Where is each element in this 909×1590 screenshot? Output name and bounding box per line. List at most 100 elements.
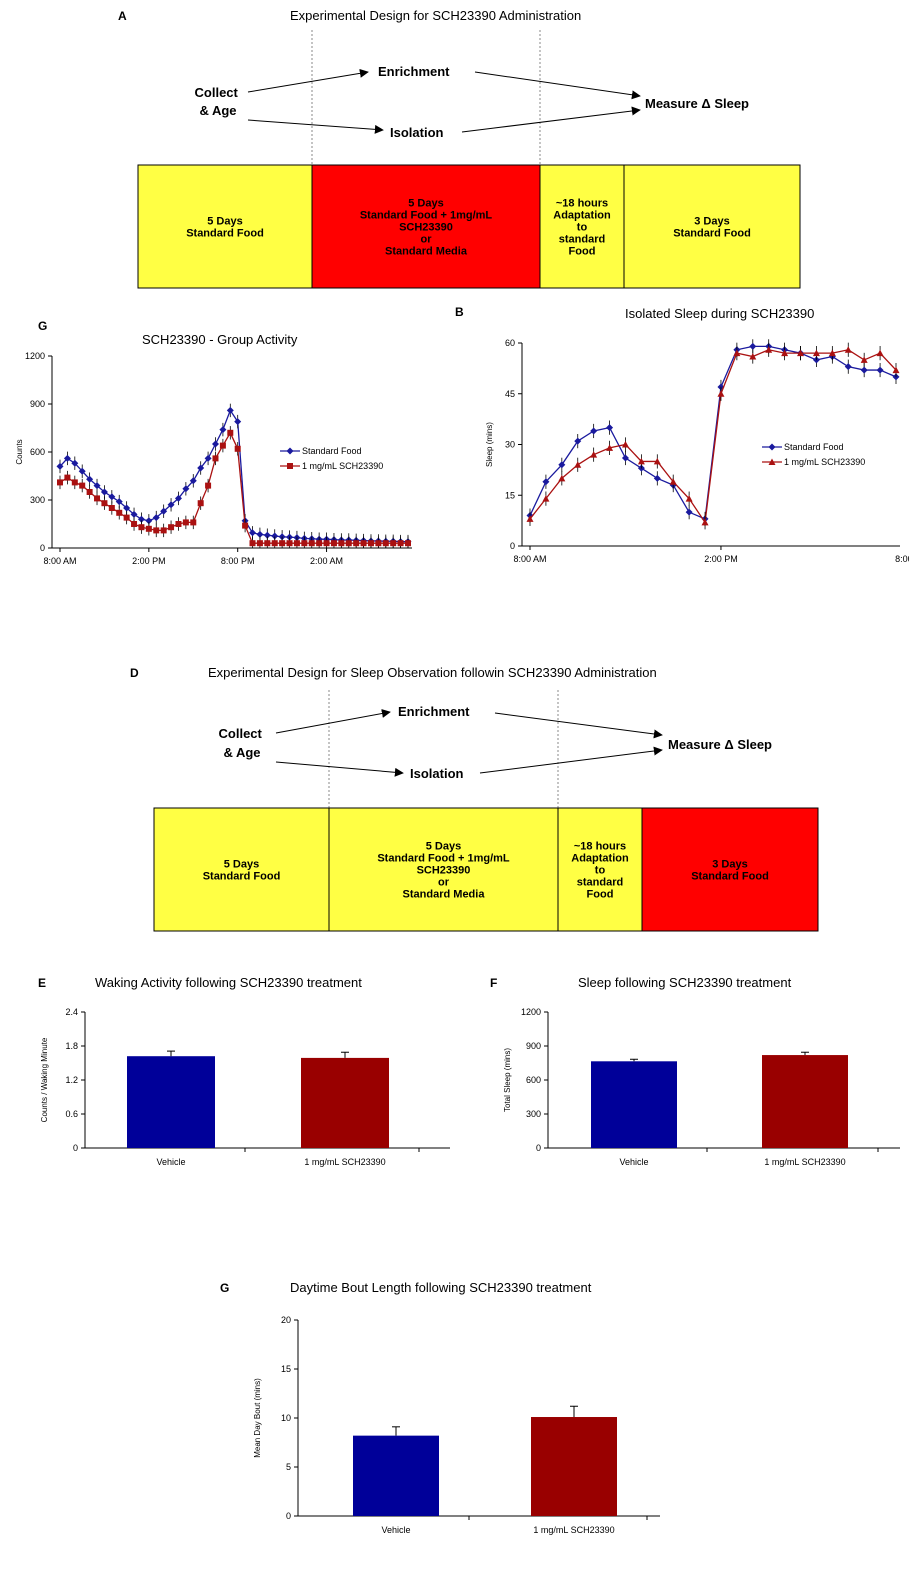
data-point [86, 489, 93, 495]
measure-sleep-label-d: Measure Δ Sleep [668, 737, 772, 752]
data-point [131, 521, 138, 527]
panel-a: A Experimental Design for SCH23390 Admin… [118, 8, 801, 289]
chart-bout: G Daytime Bout Length following SCH23390 … [220, 1280, 660, 1535]
y-tick-label: 5 [286, 1462, 291, 1472]
y-axis-label: Counts / Waking Minute [40, 1037, 49, 1122]
timeline-box-text-2-line: 5 Days [426, 841, 461, 853]
timeline-box-text-2: 5 Days Standard Food + 1mg/mL SCH23390 or St… [360, 198, 493, 258]
legend-label: 1 mg/mL SCH23390 [302, 461, 383, 471]
data-point [685, 495, 693, 502]
data-point [249, 540, 256, 547]
y-tick-label: 1200 [521, 1007, 541, 1017]
panel-a-letter: A [118, 9, 127, 23]
data-point [860, 356, 868, 363]
data-point [152, 514, 160, 522]
category-label: 1 mg/mL SCH23390 [533, 1525, 614, 1535]
chart-title: Waking Activity following SCH23390 treat… [95, 975, 362, 990]
timeline-box-text-2-line: Standard Food + 1mg/mL [377, 853, 510, 865]
data-point [145, 517, 153, 525]
data-point [279, 540, 286, 547]
timeline-box-text-2-line: or [438, 877, 450, 889]
timeline-box-3 [557, 807, 643, 932]
timeline-box-text-2-line: Standard Media [403, 889, 486, 901]
data-point [749, 342, 757, 350]
y-tick-label: 10 [281, 1413, 291, 1423]
chart-sleep: F Sleep following SCH23390 treatment 0 300 6… [490, 975, 900, 1167]
chart-activity: G SCH23390 - Group Activity 0 300 600 900 1200… [15, 319, 412, 566]
category-label: 1 mg/mL SCH23390 [764, 1157, 845, 1167]
legend-label: 1 mg/mL SCH23390 [784, 457, 865, 467]
data-point [390, 540, 397, 547]
data-point [397, 540, 404, 547]
x-tick-label: 8:00 PM [221, 556, 255, 566]
y-tick-label: 30 [505, 440, 515, 450]
y-tick-label: 900 [30, 399, 45, 409]
data-point [316, 540, 323, 547]
data-point [323, 540, 330, 547]
data-point [160, 527, 167, 534]
data-point [108, 505, 115, 511]
x-tick-label: 2:00 AM [310, 556, 343, 566]
data-point [189, 477, 197, 485]
timeline-box-1 [153, 807, 330, 932]
timeline-box-text-3-line: Adaptation [553, 210, 611, 222]
data-point [526, 515, 534, 522]
enrichment-label-d: Enrichment [398, 704, 470, 719]
bar-1 [127, 1056, 215, 1148]
category-label: Vehicle [619, 1157, 648, 1167]
isolation-label-d: Isolation [410, 766, 464, 781]
y-tick-label: 0 [536, 1143, 541, 1153]
data-point [249, 529, 257, 537]
chart-isolated: B Isolated Sleep during SCH23390 0 15 30 45 60… [455, 305, 909, 564]
y-tick-label: 1.2 [65, 1075, 78, 1085]
data-point [590, 427, 598, 435]
y-axis-label: Counts [15, 439, 24, 464]
y-tick-label: 15 [505, 490, 515, 500]
data-point [271, 540, 278, 547]
legend-marker [768, 458, 776, 465]
y-tick-label: 15 [281, 1364, 291, 1374]
data-point [263, 531, 271, 539]
data-point [204, 454, 212, 462]
data-point [765, 346, 773, 353]
data-point [828, 349, 836, 357]
data-point [234, 445, 241, 452]
y-axis-label: Sleep (mins) [485, 422, 494, 467]
y-tick-label: 600 [30, 447, 45, 457]
data-point [271, 532, 279, 540]
timeline-box-text-2-line: or [421, 234, 433, 246]
data-point [353, 540, 360, 547]
category-label: 1 mg/mL SCH23390 [304, 1157, 385, 1167]
data-point [653, 457, 661, 465]
data-point [574, 437, 582, 445]
data-point [637, 457, 645, 465]
enrichment-label: Enrichment [378, 64, 450, 79]
chart-title: Sleep following SCH23390 treatment [578, 975, 792, 990]
legend-marker [286, 447, 294, 455]
data-point [71, 459, 79, 467]
timeline-box-text-1-line: 5 Days [224, 859, 259, 871]
timeline-box-text-3: ~18 hours Adaptation to standard Food [571, 841, 629, 901]
data-point [205, 482, 212, 489]
timeline-box-2 [328, 807, 559, 932]
timeline-box-text-3-line: standard [577, 877, 623, 889]
data-point [256, 530, 264, 538]
data-point [123, 514, 130, 521]
data-point [797, 349, 805, 357]
data-point [182, 519, 189, 526]
data-point [219, 442, 226, 449]
category-label: Vehicle [156, 1157, 185, 1167]
data-point [219, 426, 227, 434]
data-point [781, 349, 789, 357]
series-line-1 [529, 345, 897, 520]
timeline-box-text-1-line: Standard Food [186, 228, 264, 240]
data-point [153, 527, 160, 534]
data-point [160, 507, 168, 515]
data-point [94, 495, 101, 502]
data-point [145, 525, 152, 532]
data-point [542, 495, 550, 502]
timeline-box-text-3-line: Food [569, 246, 596, 258]
data-point [621, 441, 629, 448]
data-point [78, 467, 86, 475]
data-point [116, 509, 123, 516]
